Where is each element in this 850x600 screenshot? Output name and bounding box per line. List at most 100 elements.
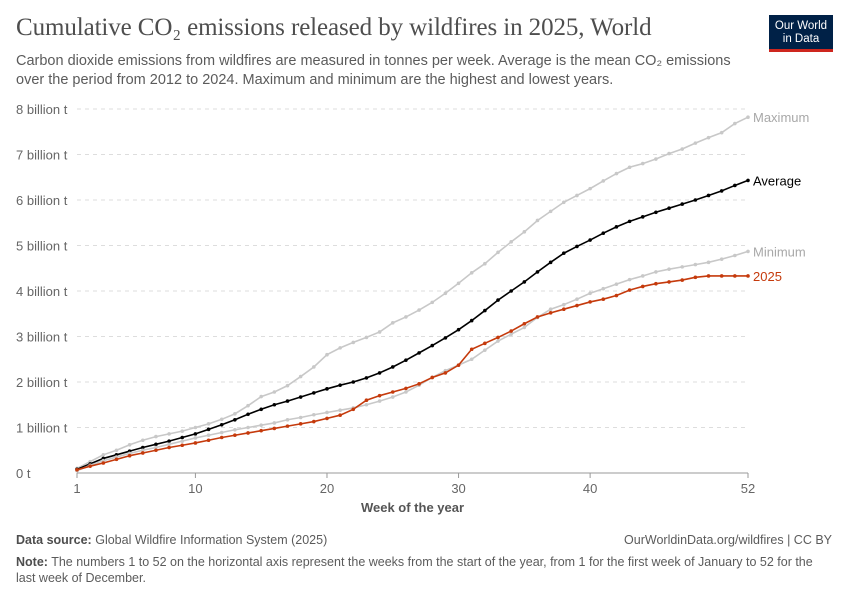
x-tick-label: 20 (320, 481, 334, 496)
data-point-average (496, 298, 500, 302)
data-point-maximum (680, 147, 685, 151)
data-point-2025 (325, 416, 329, 421)
data-point-maximum (101, 453, 106, 457)
data-point-minimum (364, 402, 369, 407)
data-point-2025 (640, 284, 645, 289)
data-point-minimum (746, 249, 750, 254)
data-point-2025 (154, 448, 158, 453)
data-point-maximum (167, 432, 171, 436)
data-point-minimum (496, 339, 500, 343)
data-point-minimum (469, 357, 474, 362)
data-point-maximum (733, 121, 737, 126)
data-point-average (640, 215, 645, 219)
data-point-average (693, 198, 698, 202)
data-point-2025 (483, 341, 487, 346)
data-point-2025 (127, 453, 132, 458)
note-text: The numbers 1 to 52 on the horizontal ax… (16, 555, 813, 585)
data-point-minimum (601, 286, 606, 291)
data-point-maximum (522, 230, 527, 234)
source-link[interactable]: OurWorldinData.org/wildfires | CC BY (624, 533, 832, 547)
data-point-average (680, 202, 685, 206)
data-point-maximum (180, 429, 185, 433)
data-point-minimum (180, 439, 185, 443)
data-point-minimum (259, 423, 263, 428)
data-point-average (180, 435, 185, 440)
data-point-average (364, 376, 369, 380)
data-point-minimum (522, 325, 527, 330)
data-point-2025 (654, 281, 658, 286)
series-line-2025 (76, 275, 748, 471)
data-point-average (522, 280, 527, 284)
data-point-2025 (285, 424, 290, 428)
data-point-2025 (246, 431, 250, 435)
data-point-2025 (351, 407, 356, 412)
data-point-minimum (285, 417, 290, 422)
owid-logo[interactable]: Our World in Data (769, 15, 833, 52)
data-point-minimum (377, 399, 382, 403)
y-tick-label: 5 billion t (16, 239, 68, 254)
data-point-2025 (180, 443, 185, 448)
data-point-2025 (706, 274, 711, 278)
data-point-minimum (272, 421, 277, 425)
data-point-average (654, 210, 658, 215)
data-point-2025 (417, 382, 421, 386)
data-point-average (548, 260, 553, 265)
data-point-minimum (680, 265, 685, 269)
data-point-maximum (312, 365, 316, 369)
data-point-maximum (325, 352, 329, 357)
data-point-2025 (535, 315, 540, 319)
data-point-2025 (272, 426, 277, 431)
data-point-minimum (575, 297, 579, 301)
x-tick-label: 52 (741, 481, 755, 496)
data-point-average (469, 318, 474, 323)
data-point-maximum (298, 374, 303, 379)
data-point-maximum (114, 448, 119, 453)
data-point-maximum (351, 340, 356, 345)
y-tick-label: 2 billion t (16, 375, 68, 390)
data-point-average (167, 439, 171, 443)
series-label-minimum: Minimum (753, 244, 806, 259)
y-tick-label: 8 billion t (16, 102, 68, 117)
data-point-maximum (614, 171, 619, 176)
data-point-minimum (233, 427, 237, 432)
data-point-minimum (667, 267, 671, 271)
data-point-minimum (548, 307, 553, 312)
data-point-average (233, 417, 237, 422)
data-point-average (377, 371, 382, 375)
data-point-minimum (627, 277, 632, 282)
data-point-average (509, 289, 513, 293)
data-point-2025 (312, 419, 316, 424)
data-point-maximum (430, 300, 435, 305)
data-point-2025 (693, 275, 698, 280)
data-point-minimum (312, 412, 316, 417)
data-point-average (719, 189, 724, 193)
data-point-2025 (88, 464, 92, 468)
data-point-minimum (706, 260, 711, 265)
data-point-minimum (325, 410, 329, 415)
data-point-2025 (404, 386, 408, 391)
data-point-average (154, 442, 158, 447)
data-point-average (206, 427, 211, 432)
data-point-average (193, 432, 198, 436)
data-point-maximum (193, 425, 198, 430)
series-line-average (76, 179, 749, 471)
data-point-maximum (601, 179, 606, 183)
data-point-minimum (693, 262, 698, 267)
data-point-average (456, 327, 461, 332)
data-point-2025 (667, 280, 671, 284)
data-point-average (562, 251, 566, 256)
data-point-maximum (693, 141, 698, 145)
data-point-maximum (390, 321, 395, 325)
data-point-maximum (404, 315, 408, 319)
x-tick-label: 10 (188, 481, 202, 496)
data-point-maximum (746, 115, 750, 119)
data-point-average (417, 351, 421, 355)
data-point-minimum (338, 408, 342, 413)
data-point-maximum (627, 165, 632, 170)
data-point-average (285, 399, 290, 403)
data-point-maximum (719, 130, 724, 135)
data-point-2025 (575, 303, 579, 308)
data-point-minimum (719, 257, 724, 261)
source-label: Data source: (16, 533, 92, 547)
note-label: Note: (16, 555, 48, 569)
